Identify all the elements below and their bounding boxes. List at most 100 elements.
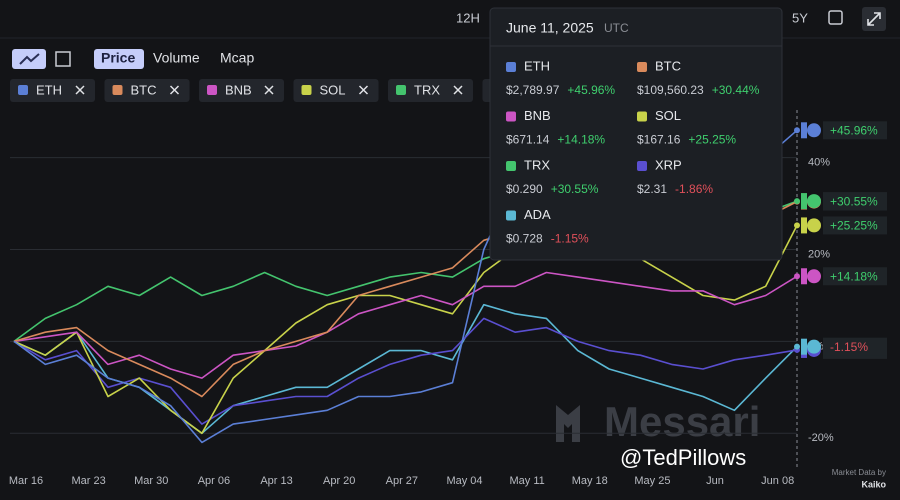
source: Kaiko <box>861 479 886 489</box>
end-tag-marker <box>801 217 807 234</box>
tab[interactable]: Volume <box>153 50 200 66</box>
end-tag-label: +45.96% <box>830 123 878 137</box>
tab[interactable]: Mcap <box>220 50 254 66</box>
x-tick-label: Apr 06 <box>198 475 230 487</box>
legend-remove <box>264 85 274 95</box>
end-tag-label: +25.25% <box>830 219 878 233</box>
x-tick-label: Apr 13 <box>260 475 292 487</box>
tooltip-name: TRX <box>524 157 550 172</box>
watermark-logo <box>556 405 580 442</box>
legend-chip[interactable] <box>104 79 190 102</box>
end-tag <box>823 267 887 286</box>
x-tick-label: Mar 30 <box>134 475 168 487</box>
tooltip-swatch <box>506 111 516 122</box>
x-tick-label: May 25 <box>634 475 670 487</box>
tooltip-box <box>489 7 783 261</box>
end-point <box>794 127 800 134</box>
tooltip-price: $0.728 <box>506 232 543 246</box>
series-line <box>13 317 798 425</box>
tooltip-change: +25.25% <box>688 133 736 147</box>
tooltip: June 11, 2025 UTC ETH $2,789.97 +45.96% BTC $1… <box>489 7 783 261</box>
tab-active <box>94 49 144 69</box>
tooltip-price: $109,560.23 <box>637 83 704 97</box>
tooltip-change: +45.96% <box>567 83 615 97</box>
end-tag-icon <box>807 269 821 284</box>
tooltip-change: -1.86% <box>675 182 713 196</box>
x-tick-label: May 18 <box>572 475 608 487</box>
legend-label: TRX <box>414 82 440 97</box>
legend-chip[interactable] <box>388 79 473 102</box>
end-tag-label: -1.15% <box>830 340 868 354</box>
tooltip-swatch <box>637 62 647 72</box>
tooltip-name: SOL <box>655 108 681 123</box>
end-tag <box>823 121 887 140</box>
tooltip-price: $2.31 <box>637 182 667 196</box>
tooltip-change: +14.18% <box>557 133 605 147</box>
legend-chip[interactable] <box>10 79 95 102</box>
tooltip-swatch <box>506 62 516 72</box>
x-tick-label: May 04 <box>446 475 482 487</box>
calendar-button[interactable] <box>828 10 843 25</box>
tooltip-change: -1.15% <box>551 232 589 246</box>
legend-swatch <box>112 85 123 95</box>
series-line <box>13 271 798 379</box>
end-tag-icon <box>807 339 821 354</box>
tooltip-zone: UTC <box>604 21 629 35</box>
tooltip-name: XRP <box>655 157 682 172</box>
x-tick-label: May 11 <box>509 475 544 487</box>
legend-label: SOL <box>320 82 346 97</box>
tab[interactable]: Price <box>101 50 135 66</box>
x-tick-label: Apr 27 <box>386 475 418 487</box>
legend-remove <box>358 85 369 95</box>
x-tick-label: Jun <box>706 475 724 487</box>
range-button[interactable]: 5Y <box>792 10 808 25</box>
legend-label: BNB <box>225 82 252 97</box>
line-icon <box>19 53 40 65</box>
legend-chip[interactable] <box>199 79 284 102</box>
end-point <box>794 343 800 350</box>
end-tag-icon <box>807 218 821 233</box>
y-tick-label: -20% <box>808 432 834 444</box>
legend-remove <box>453 85 463 95</box>
end-tag-marker <box>801 338 807 355</box>
y-tick-label: 40% <box>808 157 830 169</box>
tooltip-change: +30.55% <box>551 182 599 196</box>
tooltip-name: ADA <box>524 207 551 222</box>
tooltip-price: $0.290 <box>506 182 543 196</box>
end-tag <box>823 192 887 211</box>
tooltip-name: ETH <box>524 58 550 73</box>
range-button[interactable]: 12H <box>456 10 480 25</box>
watermark: Messari <box>604 398 760 445</box>
x-tick-label: Mar 23 <box>72 475 106 487</box>
legend-swatch <box>18 85 28 95</box>
end-tag-label: +14.18% <box>830 269 878 283</box>
tooltip-date: June 11, 2025 <box>506 20 594 36</box>
tooltip-swatch <box>506 161 516 171</box>
tooltip-swatch <box>506 210 516 221</box>
legend-swatch <box>396 85 406 95</box>
tooltip-name: BTC <box>655 58 681 73</box>
tooltip-swatch <box>637 111 647 122</box>
candle-view-button[interactable] <box>55 51 71 67</box>
end-point <box>794 273 800 280</box>
tooltip-price: $671.14 <box>506 133 550 147</box>
end-tag-icon <box>807 123 821 138</box>
end-tag-marker <box>801 122 807 139</box>
tooltip-name: BNB <box>524 108 551 123</box>
tooltip-price: $167.16 <box>637 133 681 147</box>
tooltip-change: +30.44% <box>712 83 760 97</box>
legend-remove <box>169 85 180 95</box>
x-tick-label: Apr 20 <box>323 475 355 487</box>
credit: @TedPillows <box>620 445 746 470</box>
end-tag-label: +30.55% <box>830 194 878 208</box>
end-point <box>794 198 800 205</box>
end-tag <box>823 337 887 356</box>
source-prefix: Market Data by <box>832 468 886 477</box>
end-point <box>794 222 800 229</box>
end-tag-icon <box>807 194 821 209</box>
tooltip-price: $2,789.97 <box>506 83 560 97</box>
legend-chip[interactable] <box>293 79 379 102</box>
x-tick-label: Mar 16 <box>9 475 43 487</box>
legend-swatch <box>301 85 312 95</box>
